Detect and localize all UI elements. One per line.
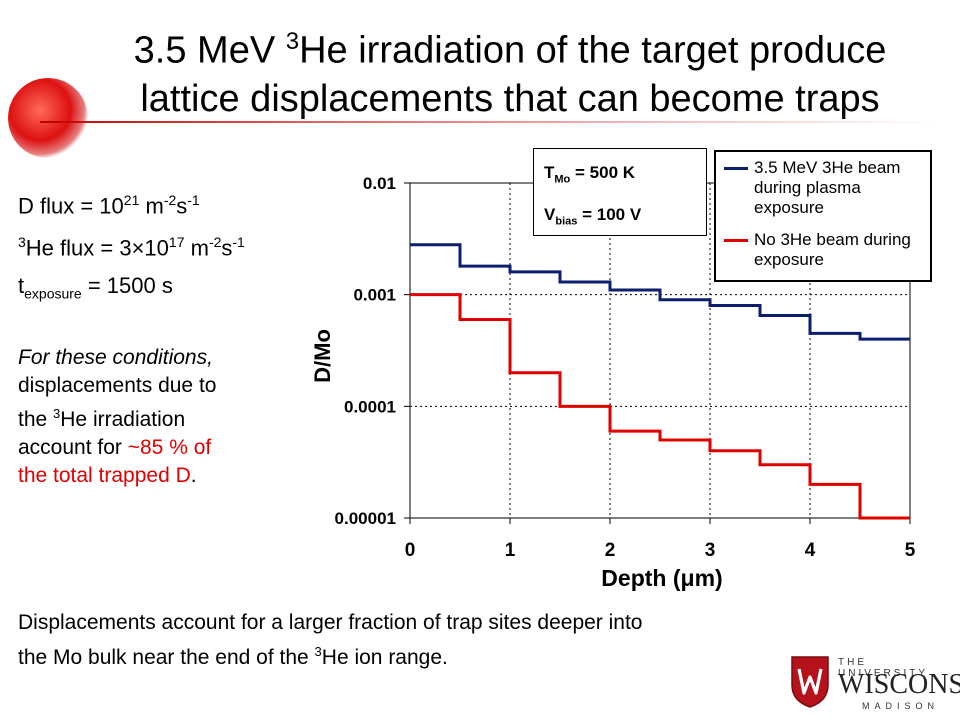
legend-swatch-no-beam: [724, 239, 748, 242]
y-tick-label: 0.00001: [335, 509, 396, 528]
y-axis-label: D/Mo: [310, 329, 335, 383]
chart-legend: 3.5 MeV 3He beam during plasma exposure …: [714, 150, 932, 282]
bias-annotation: Vbias = 100 V: [544, 205, 642, 228]
y-tick-label: 0.01: [363, 174, 396, 193]
temperature-annotation: TMo = 500 K: [544, 163, 636, 186]
y-axis-ticks: 0.01 0.001 0.0001 0.00001: [335, 174, 410, 528]
highlight-total: the total trapped D: [18, 464, 191, 487]
logo-text-madison: MADISON: [862, 701, 940, 711]
x-axis-label: Depth (μm): [601, 565, 722, 591]
series-group: [410, 243, 910, 520]
y-tick-label: 0.001: [353, 286, 396, 305]
bottom-summary: Displacements account for a larger fract…: [18, 611, 643, 669]
decorative-orb: [8, 78, 88, 158]
x-tick-label: 3: [705, 540, 716, 561]
legend-swatch-with-beam: [724, 167, 748, 170]
title-superscript: 3: [285, 28, 300, 55]
university-logo: THE UNIVERSITY WISCONSIN MADISON: [790, 655, 960, 715]
crest-shield-icon: [791, 656, 829, 708]
series-line-with-beam: [410, 243, 910, 341]
he-flux: 3He flux = 3×1017 m-2s-1: [18, 234, 245, 261]
exposure-time: texposure = 1500 s: [18, 272, 173, 302]
d-flux: D flux = 1021 m-2s-1: [18, 192, 200, 219]
x-axis-ticks: 0 1 2 3 4 5: [405, 518, 916, 561]
conditions-list: D flux = 1021 m-2s-1 3He flux = 3×1017 m…: [18, 182, 245, 312]
conditions-annotation: TMo = 500 K Vbias = 100 V: [533, 148, 707, 236]
x-tick-label: 4: [805, 540, 816, 561]
x-tick-label: 5: [905, 540, 916, 561]
y-tick-label: 0.0001: [344, 397, 396, 416]
highlight-fraction: ~85 % of: [127, 436, 212, 459]
title-accent-line: [40, 121, 940, 123]
logo-text-wisconsin: WISCONSIN: [838, 669, 960, 700]
logo-text-university: THE UNIVERSITY: [838, 657, 929, 679]
x-tick-label: 0: [405, 540, 416, 561]
slide-title: 3.5 MeV 3He irradiation of the target pr…: [70, 18, 950, 123]
title-line-1: 3.5 MeV 3He irradiation of the target pr…: [133, 28, 887, 72]
x-tick-label: 1: [505, 540, 516, 561]
title-line-2: lattice displacements that can become tr…: [140, 77, 880, 120]
conclusion-note: For these conditions, displacements due …: [18, 346, 217, 487]
series-line-no-beam: [410, 293, 910, 520]
x-tick-label: 2: [605, 540, 616, 561]
